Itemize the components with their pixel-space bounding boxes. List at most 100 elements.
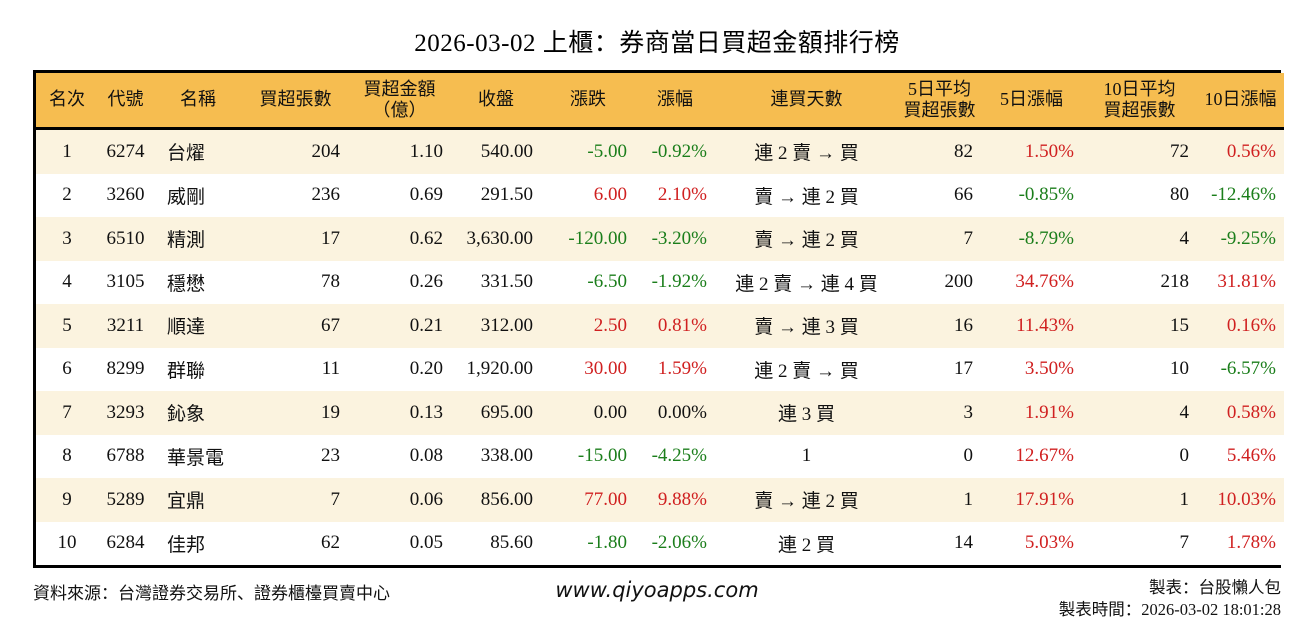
cell-streak: 1 [801, 445, 812, 467]
cell-avg5: 3 [963, 401, 974, 423]
column-header-rank: 名次 [36, 73, 98, 130]
cell-rank: 7 [62, 401, 72, 423]
generated-time: 製表時間：2026-03-02 18:01:28 [1058, 600, 1282, 620]
cell-lots: 19 [321, 401, 340, 423]
header-row: 名次 代號 名稱 買超張數 買超金額 （億） 收盤 漲跌 漲幅 連買天數 5日平均 買超張數 5日漲… [36, 73, 1284, 130]
cell-streak: 連 2 買 [777, 534, 835, 556]
cell-name: 台燿 [167, 143, 206, 165]
cell-amount: 0.08 [409, 445, 443, 467]
cell-lots: 7 [330, 488, 341, 510]
column-header-pct5: 5日漲幅 [981, 73, 1082, 130]
cell-avg10: 15 [1170, 314, 1189, 336]
cell-name: 精測 [167, 230, 206, 252]
cell-change: 30.00 [584, 358, 627, 380]
cell-change: 6.00 [593, 184, 627, 206]
cell-amount: 0.05 [409, 532, 443, 554]
cell-lots: 23 [321, 445, 340, 467]
cell-avg5: 0 [963, 445, 974, 467]
column-header-change_pct: 漲幅 [635, 73, 715, 130]
cell-pct10: -12.46% [1211, 184, 1276, 206]
cell-amount: 0.69 [409, 184, 443, 206]
cell-pct10: 31.81% [1217, 271, 1276, 293]
cell-avg10: 7 [1179, 532, 1190, 554]
author-note: 製表：台股懶人包 [1149, 578, 1282, 597]
cell-change: -5.00 [587, 140, 627, 162]
cell-close: 338.00 [480, 445, 533, 467]
cell-name: 威剛 [167, 186, 206, 208]
cell-avg5: 1 [963, 488, 974, 510]
cell-change_pct: -3.20% [651, 227, 707, 249]
column-header-avg5: 5日平均 買超張數 [898, 73, 981, 130]
table-row: 3 6510 精測 17 0.62 3,630.00 -120.00 -3.20% 賣 → 連 … [36, 217, 1284, 261]
table-row: 8 6788 華景電 23 0.08 338.00 -15.00 -4.25% 1 0 12.67%… [36, 434, 1284, 478]
column-header-name: 名稱 [153, 73, 243, 130]
cell-streak: 賣 → 連 2 買 [754, 186, 859, 208]
cell-streak: 連 2 賣 → 買 [754, 143, 859, 165]
cell-streak: 連 3 買 [777, 404, 835, 426]
cell-avg5: 200 [944, 271, 974, 293]
footer: 資料來源：台灣證券交易所、證券櫃檯買賣中心 www.qiyoapps.com 製… [33, 577, 1281, 622]
cell-avg10: 218 [1160, 271, 1190, 293]
cell-rank: 9 [62, 488, 72, 510]
cell-name: 順達 [167, 317, 206, 339]
cell-streak: 連 2 賣 → 連 4 買 [735, 273, 878, 295]
cell-code: 5289 [106, 488, 145, 510]
cell-pct5: 12.67% [1015, 445, 1074, 467]
cell-lots: 204 [311, 140, 341, 162]
cell-lots: 17 [321, 227, 340, 249]
cell-change_pct: 2.10% [657, 184, 707, 206]
cell-avg5: 14 [954, 532, 973, 554]
cell-pct10: -9.25% [1220, 227, 1276, 249]
cell-avg5: 66 [954, 184, 973, 206]
cell-code: 6284 [106, 532, 145, 554]
table-row: 2 3260 威剛 236 0.69 291.50 6.00 2.10% 賣 → 連 2 買 66… [36, 173, 1284, 217]
cell-pct5: -0.85% [1018, 184, 1074, 206]
cell-change_pct: 1.59% [657, 358, 707, 380]
cell-amount: 1.10 [409, 140, 443, 162]
cell-lots: 236 [311, 184, 341, 206]
cell-code: 3105 [106, 271, 145, 293]
cell-name: 華景電 [167, 447, 225, 469]
cell-rank: 6 [62, 358, 72, 380]
cell-close: 331.50 [480, 271, 533, 293]
cell-name: 穩懋 [167, 273, 206, 295]
table-row: 9 5289 宜鼎 7 0.06 856.00 77.00 9.88% 賣 → 連 2 買 1 17… [36, 478, 1284, 522]
cell-change_pct: 0.81% [657, 314, 707, 336]
cell-rank: 2 [62, 184, 72, 206]
cell-avg5: 82 [954, 140, 973, 162]
cell-code: 3260 [106, 184, 145, 206]
cell-code: 6274 [106, 140, 145, 162]
column-header-streak: 連買天數 [715, 73, 898, 130]
cell-pct10: 10.03% [1217, 488, 1276, 510]
website-url: www.qiyoapps.com [555, 578, 759, 602]
cell-avg10: 0 [1179, 445, 1190, 467]
cell-change_pct: 9.88% [657, 488, 707, 510]
cell-amount: 0.26 [409, 271, 443, 293]
cell-lots: 67 [321, 314, 340, 336]
cell-change: -120.00 [568, 227, 627, 249]
cell-pct10: 1.78% [1226, 532, 1276, 554]
cell-rank: 3 [62, 227, 72, 249]
cell-lots: 11 [321, 358, 340, 380]
cell-pct5: 17.91% [1015, 488, 1074, 510]
cell-amount: 0.13 [409, 401, 443, 423]
cell-pct5: 11.43% [1016, 314, 1074, 336]
cell-amount: 0.62 [409, 227, 443, 249]
table-row: 10 6284 佳邦 62 0.05 85.60 -1.80 -2.06% 連 2 買 14 5.0… [36, 521, 1284, 565]
cell-close: 1,920.00 [466, 358, 534, 380]
cell-change_pct: 0.00% [657, 401, 707, 423]
cell-pct10: 0.56% [1226, 140, 1276, 162]
cell-pct10: 0.58% [1226, 401, 1276, 423]
cell-lots: 62 [321, 532, 340, 554]
ranking-table-body: 1 6274 台燿 204 1.10 540.00 -5.00 -0.92% 連 2 賣 → 買… [36, 128, 1284, 565]
column-header-change: 漲跌 [541, 73, 635, 130]
cell-close: 856.00 [480, 488, 533, 510]
cell-avg5: 16 [954, 314, 973, 336]
cell-lots: 78 [321, 271, 340, 293]
cell-change_pct: -1.92% [651, 271, 707, 293]
cell-streak: 連 2 賣 → 買 [754, 360, 859, 382]
table-row: 1 6274 台燿 204 1.10 540.00 -5.00 -0.92% 連 2 賣 → 買… [36, 128, 1284, 174]
cell-code: 3293 [106, 401, 145, 423]
column-header-pct10: 10日漲幅 [1197, 73, 1284, 130]
